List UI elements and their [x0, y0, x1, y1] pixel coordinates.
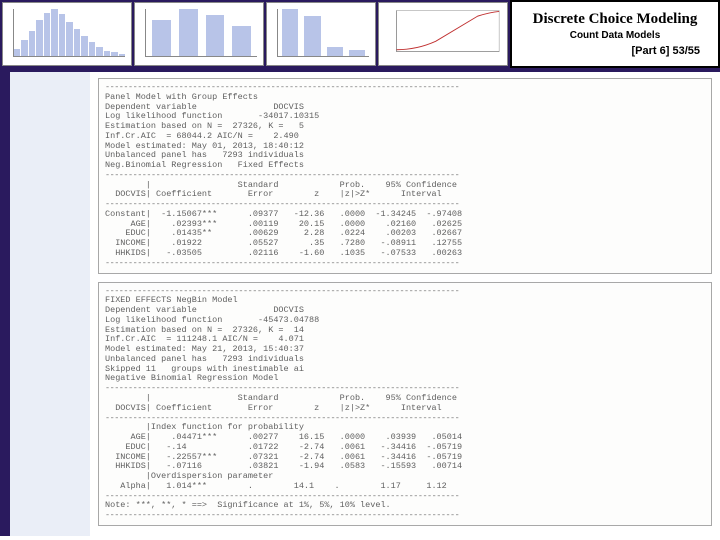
chart-thumb-2 — [134, 2, 264, 66]
sidebar — [0, 72, 90, 536]
divider: ----------------------------------------… — [105, 511, 705, 521]
model-type: Neg.Binomial Regression Fixed Effects — [105, 161, 705, 171]
title-box: Discrete Choice Modeling Count Data Mode… — [510, 0, 720, 68]
table-header: DOCVIS| Coefficient Error z |z|>Z* Inter… — [105, 404, 705, 414]
content-area: ----------------------------------------… — [0, 72, 720, 536]
coef-row: HHKIDS| -.03505 .02116 -1.60 .1035 -.075… — [105, 249, 705, 259]
bar-chart — [145, 9, 257, 57]
regression-output: ----------------------------------------… — [90, 72, 720, 536]
chart-thumb-3 — [266, 2, 376, 66]
slide-part-indicator: [Part 6] 53/55 — [632, 45, 700, 57]
coef-row: Alpha| 1.014*** . 14.1 . 1.17 1.12 — [105, 482, 705, 492]
header-row: Discrete Choice Modeling Count Data Mode… — [0, 0, 720, 72]
slide-title: Discrete Choice Modeling — [533, 11, 698, 28]
sidebar-inner — [10, 72, 90, 536]
chart-thumb-1 — [2, 2, 132, 66]
significance-note: Note: ***, **, * ==> Significance at 1%,… — [105, 501, 705, 511]
bar-chart-small — [277, 9, 369, 57]
chart-thumb-4 — [378, 2, 508, 66]
output-block-1: ----------------------------------------… — [98, 78, 712, 274]
table-header: DOCVIS| Coefficient Error z |z|>Z* Inter… — [105, 190, 705, 200]
curve-chart — [389, 7, 501, 57]
slide-subtitle: Count Data Models — [570, 30, 661, 41]
divider: ----------------------------------------… — [105, 259, 705, 269]
histogram-bars — [13, 9, 125, 57]
model-type: Negative Binomial Regression Model — [105, 374, 705, 384]
chart-thumbnails — [0, 0, 510, 68]
output-block-2: ----------------------------------------… — [98, 282, 712, 526]
